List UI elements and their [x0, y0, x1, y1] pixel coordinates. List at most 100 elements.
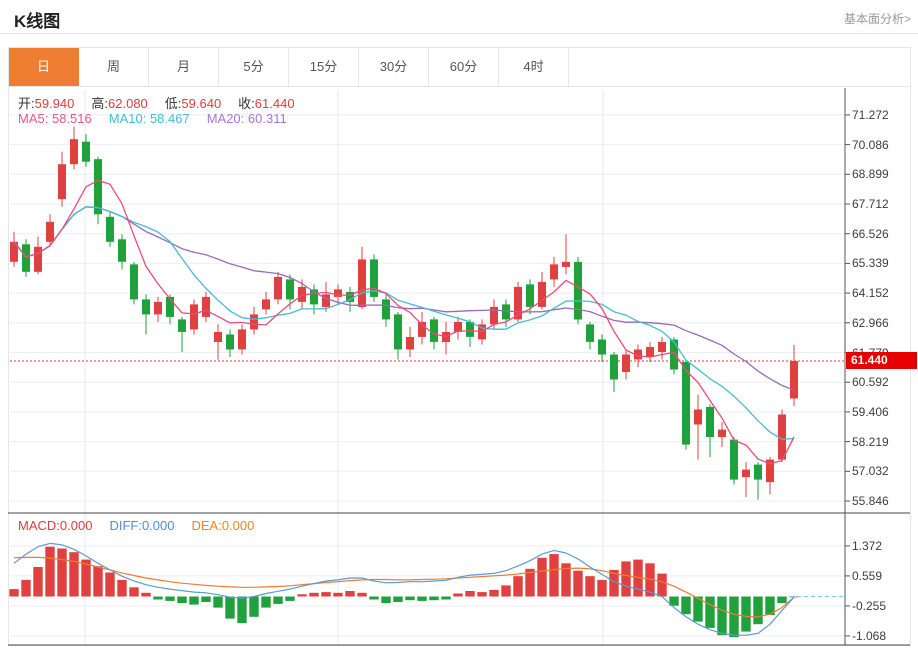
- close-label: 收:: [238, 96, 255, 111]
- macd-bar: [657, 573, 667, 597]
- macd-bar: [441, 596, 451, 600]
- macd-line: [13, 556, 795, 618]
- candle-body: [154, 301, 162, 315]
- candle-body: [94, 159, 102, 215]
- candle-body: [358, 259, 366, 307]
- price-axis-label: 59.406: [852, 404, 889, 419]
- candle-body: [586, 324, 594, 342]
- price-axis-label: 71.272: [852, 107, 889, 122]
- macd-bar: [81, 559, 91, 597]
- macd-bar: [249, 596, 259, 617]
- candle-body: [550, 264, 558, 280]
- macd-label: MACD:: [18, 518, 60, 533]
- macd-bar: [669, 596, 679, 606]
- macd-line: [13, 542, 795, 636]
- candle-body: [670, 339, 678, 370]
- candle-body: [526, 284, 534, 307]
- candle-body: [430, 319, 438, 342]
- macd-bar: [153, 596, 163, 600]
- candle-body: [58, 164, 66, 200]
- candle-body: [622, 354, 630, 372]
- candle-body: [190, 304, 198, 330]
- tab-period-5[interactable]: 30分: [359, 48, 429, 86]
- macd-bar: [681, 596, 691, 615]
- candle-body: [790, 361, 798, 399]
- tab-period-7[interactable]: 4时: [499, 48, 569, 86]
- macd-bar: [489, 589, 499, 597]
- macd-bar: [597, 579, 607, 597]
- macd-bar: [465, 591, 475, 597]
- macd-bar: [549, 554, 559, 597]
- price-axis-label: 55.846: [852, 494, 889, 508]
- open-value: 59.940: [34, 96, 75, 111]
- ma5-label: MA5:: [18, 111, 49, 126]
- tab-period-4[interactable]: 15分: [289, 48, 359, 86]
- macd-value: 0.000: [59, 518, 93, 533]
- tab-period-0[interactable]: 日: [9, 48, 79, 86]
- macd-bar: [609, 569, 619, 597]
- low-value: 59.640: [181, 96, 222, 111]
- macd-bar: [261, 596, 271, 608]
- price-axis-label: 62.966: [852, 315, 889, 330]
- candle-body: [34, 246, 42, 272]
- candle-body: [346, 291, 354, 302]
- macd-bar: [369, 596, 379, 600]
- candle-body: [46, 221, 54, 242]
- candle-body: [514, 286, 522, 320]
- candle-body: [22, 244, 30, 272]
- ma-row: MA5: 58.516 MA10: 58.467 MA20: 60.311: [18, 111, 304, 126]
- open-label: 开:: [18, 96, 35, 111]
- candle-body: [766, 459, 774, 483]
- candle-body: [682, 362, 690, 445]
- macd-bar: [225, 596, 235, 619]
- macd-axis-label: -1.068: [852, 628, 887, 643]
- dea-value: 0.000: [221, 518, 255, 533]
- macd-bar: [585, 576, 595, 597]
- candle-body: [562, 261, 570, 267]
- macd-bar: [729, 596, 739, 638]
- candle-body: [454, 321, 462, 332]
- candle-body: [394, 314, 402, 350]
- price-axis-label: 58.219: [852, 434, 889, 449]
- candle-body: [502, 304, 510, 320]
- candle-body: [286, 279, 294, 300]
- macd-bar: [285, 596, 295, 601]
- candle-body: [274, 276, 282, 300]
- candle-body: [82, 141, 90, 162]
- price-axis-label: 64.152: [852, 286, 889, 301]
- macd-bar: [9, 589, 19, 597]
- macd-bar: [417, 596, 427, 601]
- macd-bar: [273, 596, 283, 604]
- candle-body: [778, 414, 786, 460]
- tab-period-1[interactable]: 周: [79, 48, 149, 86]
- macd-bar: [141, 592, 151, 597]
- tab-period-2[interactable]: 月: [149, 48, 219, 86]
- tab-period-6[interactable]: 60分: [429, 48, 499, 86]
- macd-axis-label: -0.255: [852, 598, 887, 613]
- macd-bar: [765, 596, 775, 615]
- price-axis-label: 66.526: [852, 226, 889, 241]
- candle-body: [178, 319, 186, 332]
- candle-body: [490, 306, 498, 325]
- candle-body: [694, 409, 702, 425]
- macd-bar: [537, 557, 547, 597]
- price-axis-label: 65.339: [852, 256, 889, 271]
- candle-body: [646, 347, 654, 357]
- macd-bar: [105, 572, 115, 597]
- macd-bar: [213, 596, 223, 608]
- price-axis-label: 68.899: [852, 167, 889, 182]
- macd-bar: [705, 596, 715, 628]
- macd-bar: [333, 592, 343, 597]
- macd-bar: [201, 596, 211, 602]
- candle-body: [730, 439, 738, 480]
- macd-bar: [633, 559, 643, 597]
- fundamental-analysis-link[interactable]: 基本面分析>: [843, 12, 911, 26]
- tab-period-3[interactable]: 5分: [219, 48, 289, 86]
- ma20-label: MA20:: [206, 111, 245, 126]
- macd-bar: [345, 591, 355, 597]
- candle-body: [658, 342, 666, 352]
- candle-body: [634, 349, 642, 360]
- macd-bar: [693, 596, 703, 622]
